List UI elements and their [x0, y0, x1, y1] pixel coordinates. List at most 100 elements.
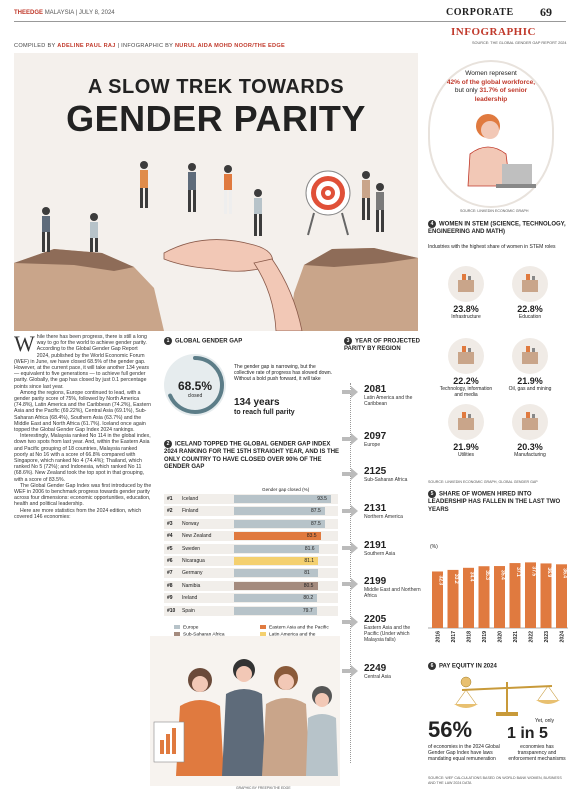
- report-source: SOURCE: THE GLOBAL GENDER GAP REPORT 202…: [472, 41, 567, 45]
- rank-row: #4 New Zealand 83.5: [164, 531, 338, 542]
- rank-value: 79.7: [302, 607, 313, 614]
- hire-value-label: 35.4: [499, 570, 505, 580]
- left-cliff-shape: [14, 249, 164, 331]
- legend-item: Sub-Saharan Africa: [174, 632, 250, 642]
- pay-source: SOURCE: WEF CALCULATIONS BASED ON WORLD …: [428, 776, 562, 785]
- parity-year: 2125: [364, 466, 387, 477]
- rank-number: #4: [167, 533, 173, 540]
- timeline-arrow-icon: [342, 578, 358, 590]
- rank-value: 87.5: [311, 520, 321, 527]
- pay-law-text: of economies in the 2024 Global Gender G…: [428, 744, 500, 762]
- right-cliff-shape: [289, 248, 418, 331]
- stem-percent: 21.9%: [517, 376, 543, 386]
- pay-mechanism-stat: 1 in 5: [507, 725, 548, 742]
- top-rule: [14, 6, 566, 22]
- timeline-item: 2081 Latin America and the Caribbean: [364, 384, 422, 407]
- rank-number: #8: [167, 582, 173, 589]
- rank-row: #2 Finland 87.5: [164, 506, 338, 517]
- page-number: 69: [540, 5, 552, 19]
- timeline-item: 2131 Northern America: [364, 503, 422, 520]
- rank-bar: [234, 581, 318, 590]
- stem-industry: 21.9% Utilities: [436, 404, 496, 458]
- rank-bar: [234, 495, 332, 503]
- stem-percent: 22.8%: [517, 304, 543, 314]
- rank-number: #2: [167, 508, 173, 515]
- hire-bar: [556, 564, 567, 628]
- year-tick-label: 2016: [435, 631, 441, 643]
- illustration-caption: GRAPHIC BY FREEPIK/THE EDGE: [236, 786, 291, 790]
- gears-icon: [512, 404, 548, 440]
- timeline-item: 2191 Southern Asia: [364, 540, 422, 557]
- right-cliff-top: [304, 248, 418, 267]
- rank-number: #9: [167, 595, 173, 602]
- cliff-illustration: [14, 161, 418, 331]
- year-tick-label: 2019: [482, 631, 488, 643]
- rank-value: 81: [304, 570, 310, 577]
- parity-year: 2199: [364, 576, 387, 587]
- stem-industry: 23.8% Infrastructure: [436, 266, 496, 320]
- drop-cap: W: [14, 331, 35, 356]
- graduation-cap-icon: [512, 266, 548, 302]
- hire-value-label: 36.9: [546, 567, 552, 577]
- gauge-circle: [164, 354, 226, 416]
- hire-bar: [509, 563, 521, 628]
- country-name: Germany: [182, 570, 203, 577]
- country-name: Ireland: [182, 595, 198, 602]
- hire-value-label: 32.3: [437, 575, 443, 585]
- rank-value: 80.5: [303, 582, 314, 589]
- pay-yet: Yet, only: [535, 718, 554, 724]
- timeline-item: 2125 Sub-Saharan Africa: [364, 466, 422, 483]
- year-tick-label: 2022: [528, 631, 534, 643]
- parity-years-label: to reach full parity: [234, 409, 295, 416]
- hire-value-label: 35.3: [484, 570, 490, 580]
- workforce-stat: Women represent 42% of the global workfo…: [446, 70, 536, 103]
- woman-laptop-illustration: [467, 114, 536, 188]
- parity-year: 2191: [364, 540, 387, 551]
- stem-source: SOURCE: LINKEDIN ECONOMIC GRAPH, GLOBAL …: [428, 480, 538, 484]
- hire-bar: [447, 569, 459, 628]
- arm-shape: [253, 258, 303, 331]
- rank-row: #5 Sweden 81.6: [164, 543, 338, 554]
- timeline-arrow-icon: [342, 468, 358, 480]
- target-icon: [305, 170, 351, 236]
- country-name: Iceland: [182, 496, 199, 502]
- country-name: Namibia: [182, 582, 201, 589]
- stem-percent: 20.3%: [517, 442, 543, 452]
- left-cliff-top: [14, 249, 134, 271]
- timeline-arrow-icon: [342, 386, 358, 398]
- power-tower-icon: [448, 404, 484, 440]
- rank-bar: [234, 507, 325, 516]
- stem-percent: 21.9%: [453, 442, 479, 452]
- stem-label: Oil, gas and mining: [508, 386, 552, 392]
- hire-value-label: 34.4: [468, 572, 474, 582]
- hire-value-label: 33.2: [453, 574, 459, 584]
- hire-bar: [478, 566, 490, 628]
- stem-industry: 21.9% Oil, gas and mining: [500, 338, 560, 392]
- section-name: CORPORATE: [446, 7, 514, 18]
- chart-unit: (%): [430, 544, 438, 550]
- timeline-arrow-icon: [342, 542, 358, 554]
- country-name: Sweden: [182, 545, 201, 552]
- rank-row: #6 Nicaragua 81.1: [164, 556, 338, 566]
- year-tick-label: 2021: [513, 631, 519, 643]
- region-name: Eastern Asia and the Pacific (Under whic…: [364, 625, 411, 643]
- rank-value: 87.5: [311, 508, 321, 515]
- legend-item: Europe: [174, 625, 250, 630]
- rank-row: #1 Iceland 93.5: [164, 494, 338, 504]
- parity-year: 2131: [364, 503, 387, 514]
- region-name: Latin America and the Caribbean: [364, 395, 413, 407]
- timeline-arrow-icon: [342, 433, 358, 445]
- balance-scale-icon: [454, 676, 560, 716]
- stem-label: Education: [518, 314, 542, 320]
- region-name: Southern Asia: [364, 551, 396, 557]
- parity-year: 2081: [364, 384, 387, 395]
- timeline-item: 2249 Central Asia: [364, 663, 422, 680]
- headline-line1: A SLOW TREK TOWARDS: [87, 76, 345, 98]
- country-name: Nicaragua: [182, 558, 205, 564]
- axis-label: Gender gap closed (%): [262, 487, 310, 492]
- walking-people-illustration: [42, 161, 384, 252]
- country-name: New Zealand: [182, 533, 212, 540]
- stem-label: Manufacturing: [514, 452, 546, 458]
- rank-number: #10: [167, 607, 176, 614]
